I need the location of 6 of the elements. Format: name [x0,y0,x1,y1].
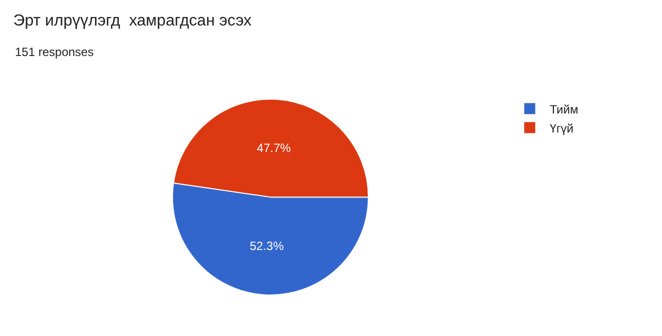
chart-title: Эрт илрүүлэгд хамрагдсан эсэх [13,12,252,30]
data-label: 52.3% [250,238,284,253]
legend-label: Үгүй [550,121,574,136]
legend-label: Тийм [550,102,578,116]
text: 151 responses [15,45,94,59]
data-label: 47.7% [256,141,292,156]
